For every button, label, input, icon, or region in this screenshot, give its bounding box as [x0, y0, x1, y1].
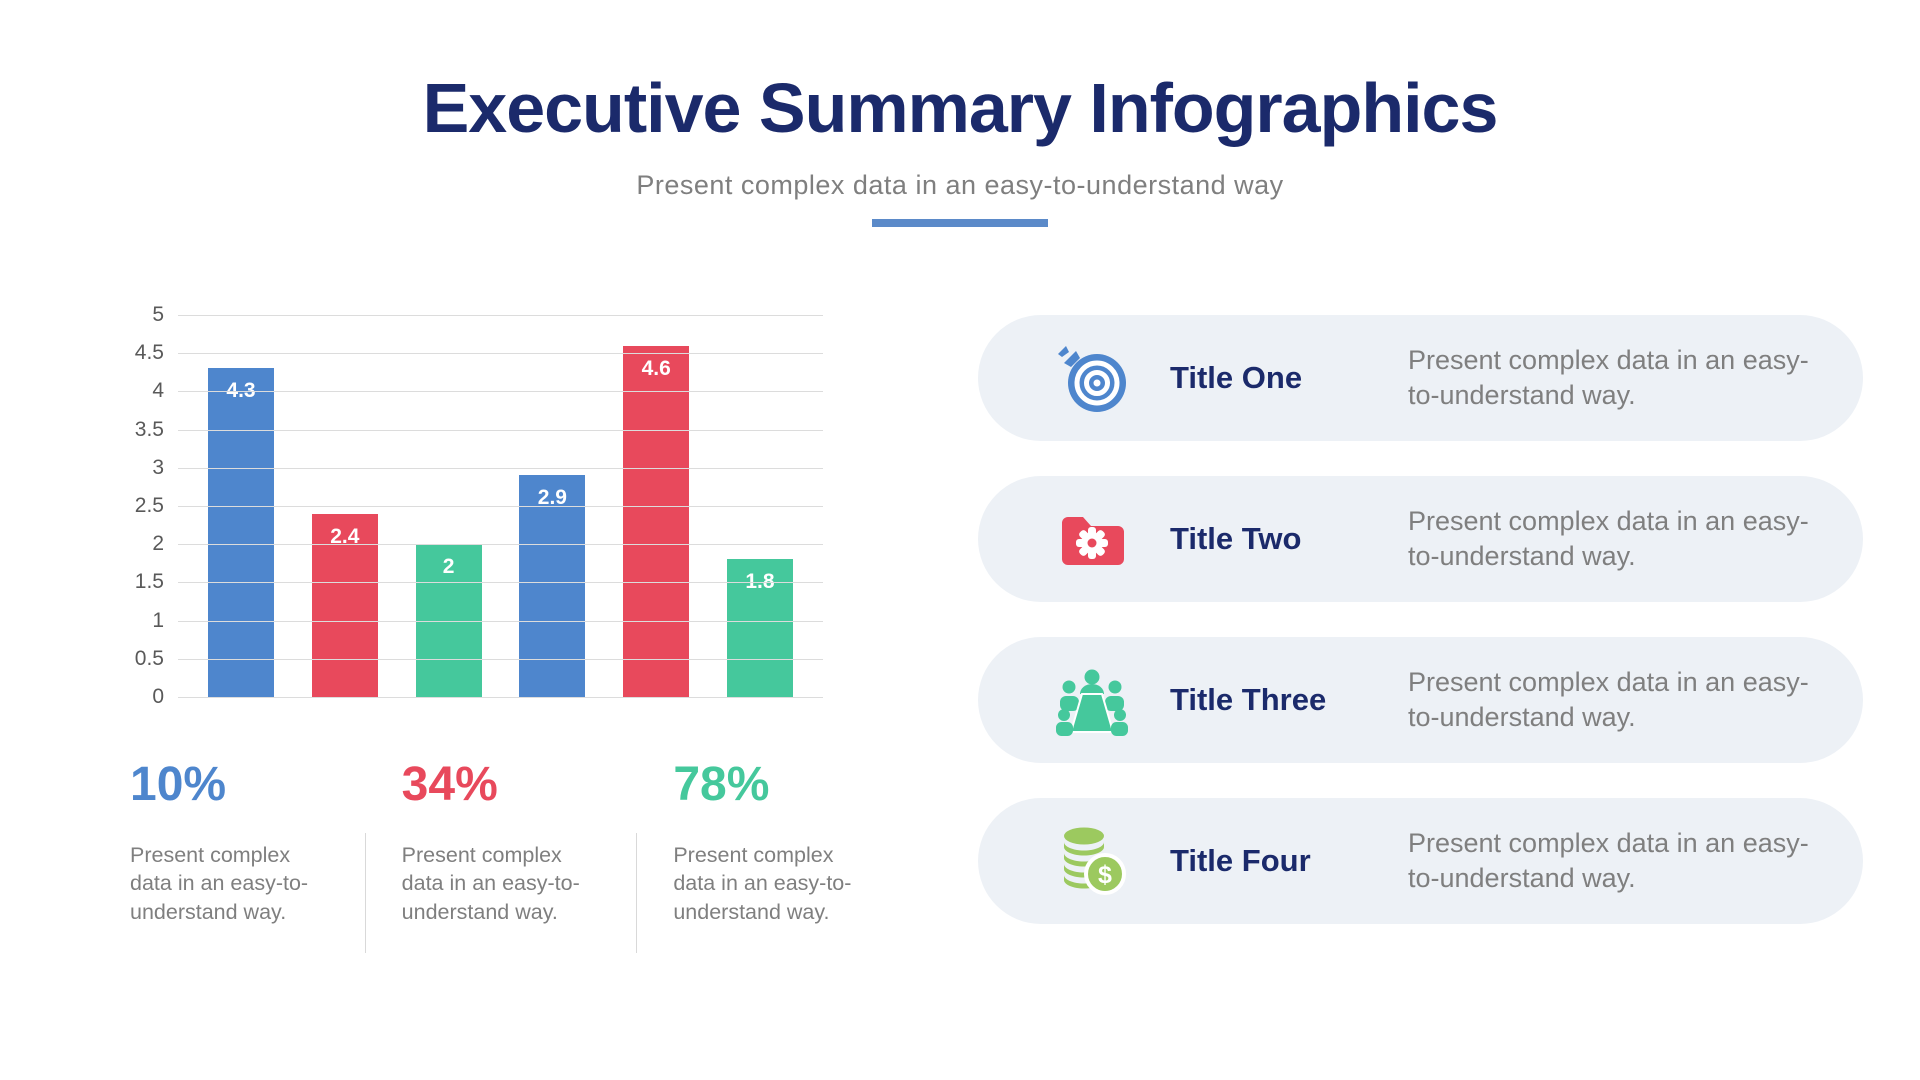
y-tick-label: 0 — [152, 685, 164, 708]
stat-block: 34% Present complex data in an easy-to-u… — [366, 761, 637, 953]
stat-description: Present complex data in an easy-to-under… — [401, 843, 580, 924]
card-description: Present complex data in an easy-to-under… — [1408, 827, 1809, 893]
bar-chart: 5 4.5 4 3.5 3 2.5 2 1.5 1 0.5 0 4.3 2.4 2 2.9 4.6 1.8 — [130, 303, 920, 708]
bar-value-label: 2 — [442, 555, 455, 579]
info-card: $ Title Four Present complex data in an … — [978, 798, 1863, 924]
y-tick-label: 3 — [152, 455, 164, 479]
gridline — [178, 467, 823, 469]
bar: 4.3 — [208, 368, 274, 697]
card-title: Title One — [1170, 360, 1303, 395]
subtitle-underline — [872, 219, 1048, 227]
gridline — [178, 429, 823, 431]
stat-value: 10% — [130, 758, 227, 811]
stat-divider — [636, 833, 638, 953]
plot-area: 4.3 2.4 2 2.9 4.6 1.8 — [178, 315, 823, 698]
bar: 1.8 — [726, 559, 793, 697]
y-tick-label: 4.5 — [134, 341, 164, 365]
stats-row: 10% Present complex data in an easy-to-u… — [130, 761, 908, 953]
page-subtitle: Present complex data in an easy-to-under… — [636, 170, 1284, 200]
gridline — [178, 582, 823, 584]
card-title: Title Two — [1170, 521, 1302, 556]
gridline — [178, 658, 823, 660]
stat-block: 78% Present complex data in an easy-to-u… — [637, 761, 908, 953]
page-title: Executive Summary Infographics — [422, 69, 1499, 147]
bar-value-label: 4.3 — [226, 379, 256, 403]
card-title: Title Three — [1170, 682, 1327, 717]
info-card: Title One Present complex data in an eas… — [978, 315, 1863, 441]
card-description: Present complex data in an easy-to-under… — [1408, 505, 1809, 571]
stat-divider — [364, 833, 366, 953]
y-tick-label: 4 — [152, 379, 164, 403]
stat-value: 34% — [401, 758, 498, 811]
money-coins-icon: $ — [1052, 821, 1132, 901]
bar: 4.6 — [623, 345, 690, 697]
chart-column: 5 4.5 4 3.5 3 2.5 2 1.5 1 0.5 0 4.3 2.4 2 2.9 4.6 1.8 1… — [130, 303, 920, 953]
y-tick-label: 3.5 — [134, 417, 164, 441]
gridline — [178, 620, 823, 622]
bar-value-label: 1.8 — [745, 570, 775, 594]
stat-description: Present complex data in an easy-to-under… — [130, 843, 309, 924]
bars: 4.3 2.4 2 2.9 4.6 1.8 — [178, 315, 823, 697]
gridline — [178, 544, 823, 546]
svg-text:$: $ — [1098, 861, 1112, 889]
bar: 2.9 — [519, 475, 586, 697]
bar-value-label: 2.9 — [537, 486, 567, 510]
stat-description: Present complex data in an easy-to-under… — [673, 843, 852, 924]
bar: 2.4 — [311, 513, 378, 697]
y-tick-label: 5 — [152, 303, 164, 326]
gridline — [178, 353, 823, 355]
gridline — [178, 697, 823, 698]
info-card: Title Three Present complex data in an e… — [978, 637, 1863, 763]
info-card: Title Two Present complex data in an eas… — [978, 476, 1863, 602]
card-description: Present complex data in an easy-to-under… — [1408, 344, 1809, 410]
header: Executive Summary Infographics Present c… — [0, 0, 1920, 227]
meeting-people-icon — [1052, 660, 1132, 740]
gridline — [178, 506, 823, 507]
y-tick-label: 2.5 — [134, 494, 164, 517]
main-content: 5 4.5 4 3.5 3 2.5 2 1.5 1 0.5 0 4.3 2.4 2 2.9 4.6 1.8 1… — [0, 227, 1920, 953]
card-description: Present complex data in an easy-to-under… — [1408, 666, 1809, 732]
y-tick-label: 2 — [152, 532, 164, 556]
card-title: Title Four — [1170, 843, 1311, 878]
stat-value: 78% — [673, 758, 770, 811]
bar-value-label: 2.4 — [330, 524, 360, 548]
target-icon — [1052, 338, 1132, 418]
stat-block: 10% Present complex data in an easy-to-u… — [130, 761, 365, 953]
bar-value-label: 4.6 — [641, 356, 671, 380]
y-tick-label: 1.5 — [134, 570, 164, 594]
gridline — [178, 315, 823, 316]
gridline — [178, 391, 823, 393]
folder-gear-icon — [1052, 499, 1132, 579]
y-axis: 5 4.5 4 3.5 3 2.5 2 1.5 1 0.5 0 — [130, 303, 178, 708]
y-tick-label: 1 — [152, 608, 164, 632]
cards-column: Title One Present complex data in an eas… — [978, 315, 1863, 953]
y-tick-label: 0.5 — [134, 646, 164, 670]
